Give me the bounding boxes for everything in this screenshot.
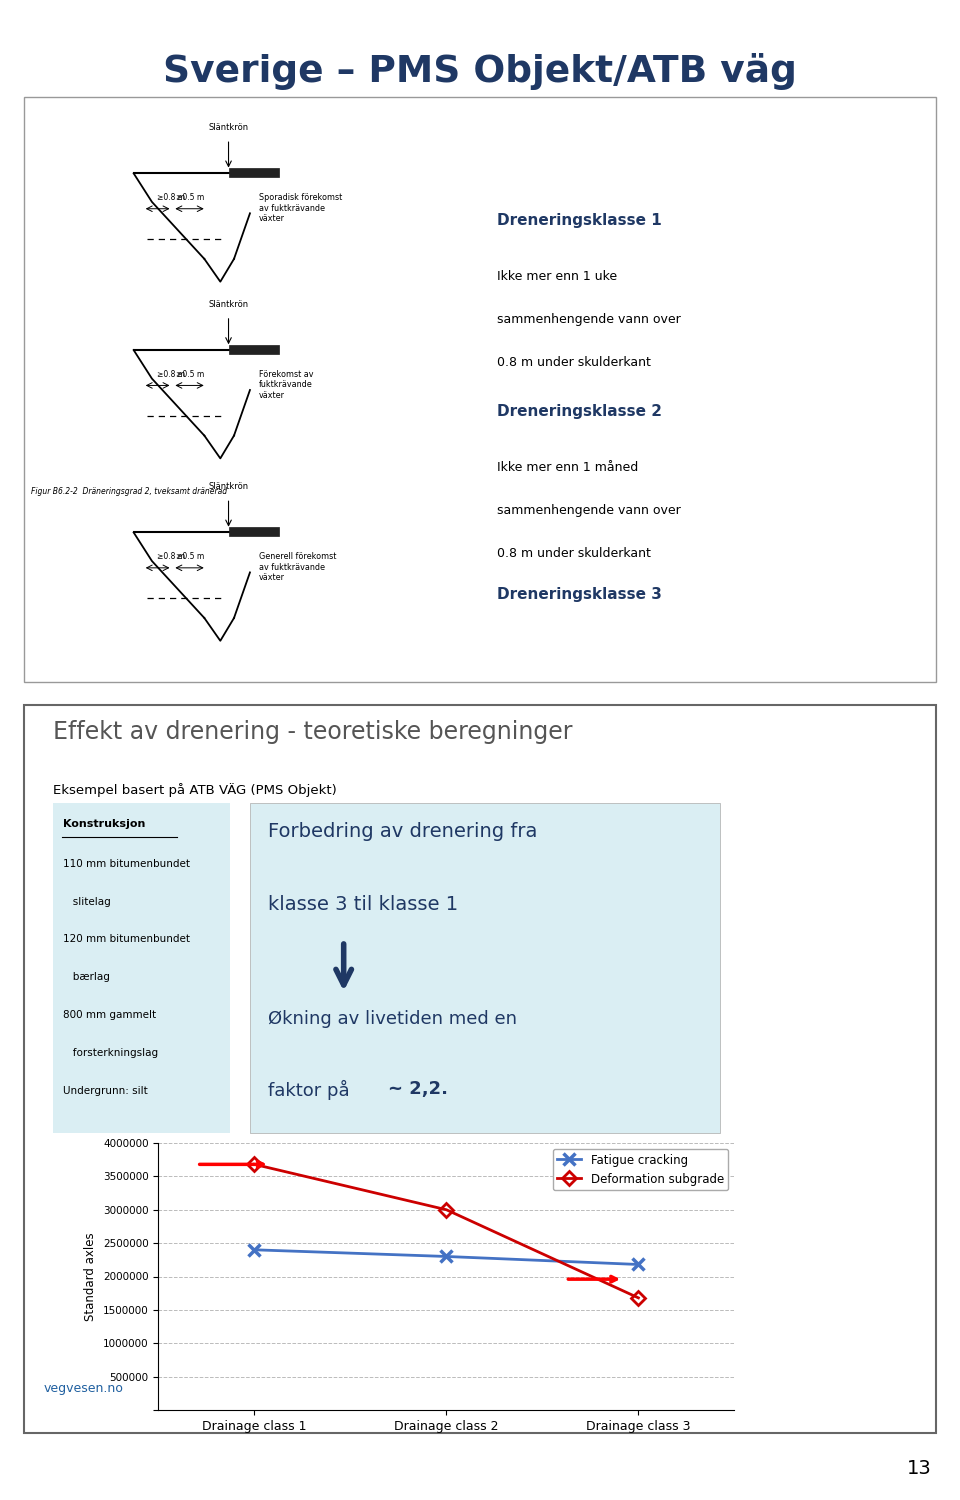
Text: ~ 2,2.: ~ 2,2.: [389, 1080, 448, 1098]
Deformation subgrade: [441, 1200, 452, 1218]
Text: Generell förekomst
av fuktkrävande
växter: Generell förekomst av fuktkrävande växte…: [259, 552, 336, 582]
Text: Släntkrön: Släntkrön: [208, 300, 249, 309]
Text: ≥0.5 m: ≥0.5 m: [176, 552, 204, 561]
Fatigue cracking: [249, 1240, 260, 1258]
Text: 13: 13: [906, 1458, 931, 1478]
Legend: Fatigue cracking, Deformation subgrade: Fatigue cracking, Deformation subgrade: [553, 1149, 729, 1191]
Fatigue cracking: [633, 1256, 644, 1274]
Text: Undergrunn: silt: Undergrunn: silt: [63, 1086, 148, 1096]
Text: Konstruksjon: Konstruksjon: [63, 819, 146, 830]
Text: Ikke mer enn 1 uke: Ikke mer enn 1 uke: [497, 270, 617, 284]
Text: vegvesen.no: vegvesen.no: [43, 1382, 123, 1395]
Line: Deformation subgrade: Deformation subgrade: [250, 1160, 643, 1302]
Text: Figur B6.2-2  Dräneringsgrad 2, tveksamt dränerad: Figur B6.2-2 Dräneringsgrad 2, tveksamt …: [31, 488, 228, 496]
Text: sammenhengende vann over: sammenhengende vann over: [497, 504, 682, 518]
Line: Fatigue cracking: Fatigue cracking: [248, 1244, 645, 1270]
Text: Dreneringsklasse 3: Dreneringsklasse 3: [497, 586, 662, 602]
Text: Dreneringsklasse 2: Dreneringsklasse 2: [497, 405, 662, 418]
Text: 0.8 m under skulderkant: 0.8 m under skulderkant: [497, 546, 651, 560]
Text: klasse 3 til klasse 1: klasse 3 til klasse 1: [269, 896, 459, 914]
Fatigue cracking: [441, 1248, 452, 1266]
Text: 0.8 m under skulderkant: 0.8 m under skulderkant: [497, 356, 651, 369]
Text: 800 mm gammelt: 800 mm gammelt: [63, 1011, 156, 1020]
Bar: [53, 802, 230, 1132]
Bar: [250, 802, 720, 1132]
Text: ≥0.8 m: ≥0.8 m: [157, 552, 185, 561]
Text: ≥0.5 m: ≥0.5 m: [176, 194, 204, 202]
Text: Effekt av drenering - teoretiske beregninger: Effekt av drenering - teoretiske beregni…: [53, 720, 572, 744]
Text: Dreneringsklasse 1: Dreneringsklasse 1: [497, 213, 662, 228]
Bar: [24, 98, 936, 682]
Text: Sverige – PMS Objekt/ATB väg: Sverige – PMS Objekt/ATB väg: [163, 53, 797, 90]
Text: slitelag: slitelag: [63, 897, 111, 906]
Text: Ikke mer enn 1 måned: Ikke mer enn 1 måned: [497, 462, 638, 474]
Deformation subgrade: [249, 1155, 260, 1173]
Text: ≥0.8 m: ≥0.8 m: [157, 369, 185, 378]
Text: sammenhengende vann over: sammenhengende vann over: [497, 314, 682, 326]
Text: faktor på: faktor på: [269, 1080, 356, 1100]
Text: 110 mm bitumenbundet: 110 mm bitumenbundet: [63, 858, 190, 868]
Text: forsterkningslag: forsterkningslag: [63, 1048, 158, 1059]
Text: Økning av livetiden med en: Økning av livetiden med en: [269, 1011, 517, 1029]
Text: bærlag: bærlag: [63, 972, 110, 982]
Text: ≥0.5 m: ≥0.5 m: [176, 369, 204, 378]
Text: Sporadisk förekomst
av fuktkrävande
växter: Sporadisk förekomst av fuktkrävande växt…: [259, 194, 343, 224]
Text: Släntkrön: Släntkrön: [208, 123, 249, 132]
Text: Forbedring av drenering fra: Forbedring av drenering fra: [269, 822, 538, 842]
Deformation subgrade: [633, 1288, 644, 1306]
Text: ≥0.8 m: ≥0.8 m: [157, 194, 185, 202]
Text: Släntkrön: Släntkrön: [208, 483, 249, 492]
Bar: [24, 705, 936, 1432]
Text: Förekomst av
fuktkrävande
växter: Förekomst av fuktkrävande växter: [259, 370, 314, 400]
Text: 120 mm bitumenbundet: 120 mm bitumenbundet: [63, 934, 190, 945]
Text: Eksempel basert på ATB VÄG (PMS Objekt): Eksempel basert på ATB VÄG (PMS Objekt): [53, 783, 337, 796]
Y-axis label: Standard axles: Standard axles: [84, 1232, 97, 1322]
